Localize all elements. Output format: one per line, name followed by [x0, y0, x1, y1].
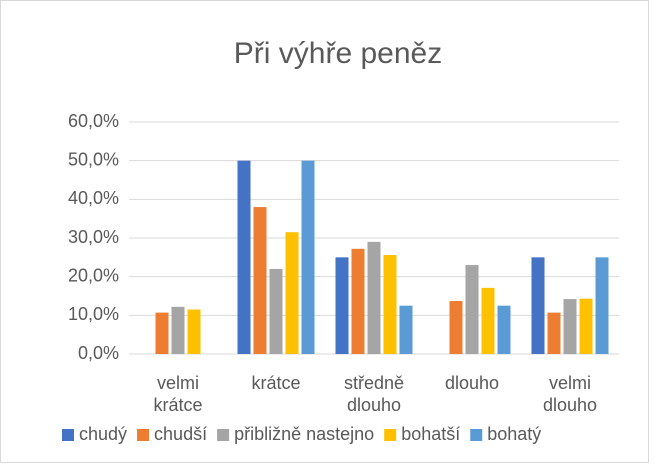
bar [171, 306, 185, 354]
bar [155, 312, 169, 354]
x-tick-label: krátce [251, 373, 301, 393]
y-tick-label: 20,0% [68, 265, 119, 285]
legend-swatch [62, 429, 74, 441]
x-tick-label: středně dlouho [343, 373, 405, 415]
bar [301, 160, 315, 354]
legend-label: bohatší [401, 424, 460, 444]
y-tick-label: 40,0% [68, 188, 119, 208]
legend-label: chudý [79, 424, 127, 444]
bar [449, 301, 463, 354]
bar [187, 309, 201, 354]
bar [547, 312, 561, 354]
y-tick-label: 10,0% [68, 304, 119, 324]
legend-label: bohatý [487, 424, 541, 444]
chart-title: Při výhře peněz [234, 37, 442, 70]
y-tick-label: 0,0% [78, 343, 119, 363]
bar [253, 207, 267, 354]
bar [481, 287, 495, 354]
legend-label: přibližně nastejno [234, 424, 374, 444]
bar [595, 257, 609, 354]
bar [237, 160, 251, 354]
legend-label: chudší [154, 424, 207, 444]
bar [335, 257, 349, 354]
x-tick-label: velmi dlouho [542, 373, 598, 415]
bar [465, 265, 479, 354]
bar [399, 305, 413, 354]
legend-swatch [384, 429, 397, 441]
bar [563, 299, 577, 354]
legend-swatch [217, 429, 230, 441]
bar [367, 241, 381, 354]
bar [579, 298, 593, 354]
legend-swatch [137, 429, 150, 441]
y-tick-label: 50,0% [68, 149, 119, 169]
x-tick-label: velmi krátce [153, 373, 203, 415]
legend-swatch [470, 429, 483, 441]
bar [285, 232, 299, 354]
x-tick-label: dlouho [444, 373, 500, 393]
bar [269, 268, 283, 354]
bar [497, 305, 511, 354]
bar [383, 255, 397, 354]
y-tick-label: 30,0% [68, 227, 119, 247]
bar [531, 257, 545, 354]
chart-border [0, 0, 649, 463]
bar [351, 248, 365, 354]
y-tick-label: 60,0% [68, 111, 119, 131]
